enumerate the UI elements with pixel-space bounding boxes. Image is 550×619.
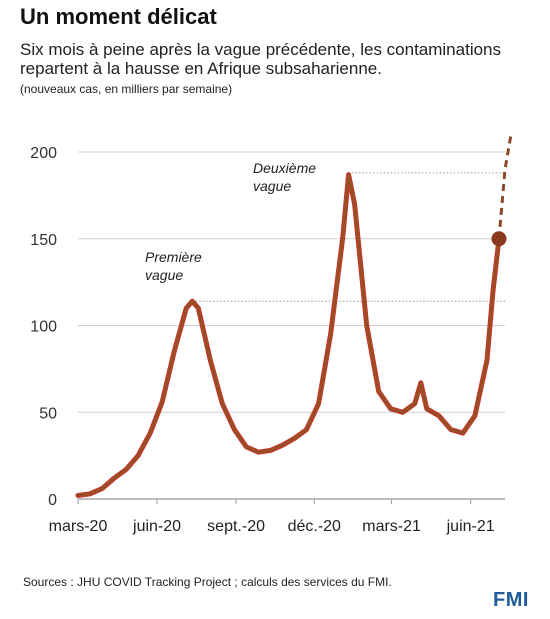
y-tick-label: 100: [30, 319, 57, 336]
y-tick-label: 200: [30, 145, 57, 162]
unit-label: (nouveaux cas, en milliers par semaine): [20, 82, 233, 96]
x-tick-label: juin-21: [446, 518, 495, 535]
projection-line: [497, 134, 513, 239]
source-note: Sources : JHU COVID Tracking Project ; c…: [23, 575, 392, 589]
y-tick-label: 0: [48, 492, 57, 509]
line-chart: 0 50 100 150 200 mars-20 juin-20 sept.-20 déc.-2…: [30, 134, 513, 535]
x-tick-label: déc.-20: [288, 518, 341, 535]
chart-title: Un moment délicat: [20, 4, 217, 29]
y-tick-label: 150: [30, 232, 57, 249]
x-tick-label: mars-20: [49, 518, 108, 535]
chart-subtitle: Six mois à peine après la vague précéden…: [20, 40, 502, 78]
x-tick-label: juin-20: [132, 518, 181, 535]
x-tick-label: sept.-20: [207, 518, 265, 535]
series-line: [75, 172, 502, 498]
latest-point-marker: [491, 231, 507, 247]
fmi-logo: FMI: [493, 589, 529, 611]
y-tick-label: 50: [39, 405, 57, 422]
x-tick-label: mars-21: [362, 518, 421, 535]
annotation-first-wave: Première vague: [145, 249, 202, 283]
annotation-second-wave: Deuxième vague: [253, 160, 316, 194]
series-line-overlay: [77, 173, 501, 497]
